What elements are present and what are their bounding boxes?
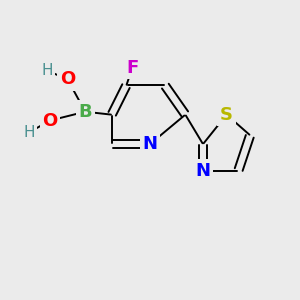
Text: F: F: [126, 58, 139, 76]
Text: S: S: [220, 106, 233, 124]
Text: N: N: [196, 162, 211, 180]
Text: O: O: [60, 70, 75, 88]
Text: N: N: [142, 135, 158, 153]
Text: H: H: [41, 63, 53, 78]
Text: H: H: [23, 125, 35, 140]
Text: B: B: [78, 103, 92, 121]
Text: O: O: [42, 112, 58, 130]
